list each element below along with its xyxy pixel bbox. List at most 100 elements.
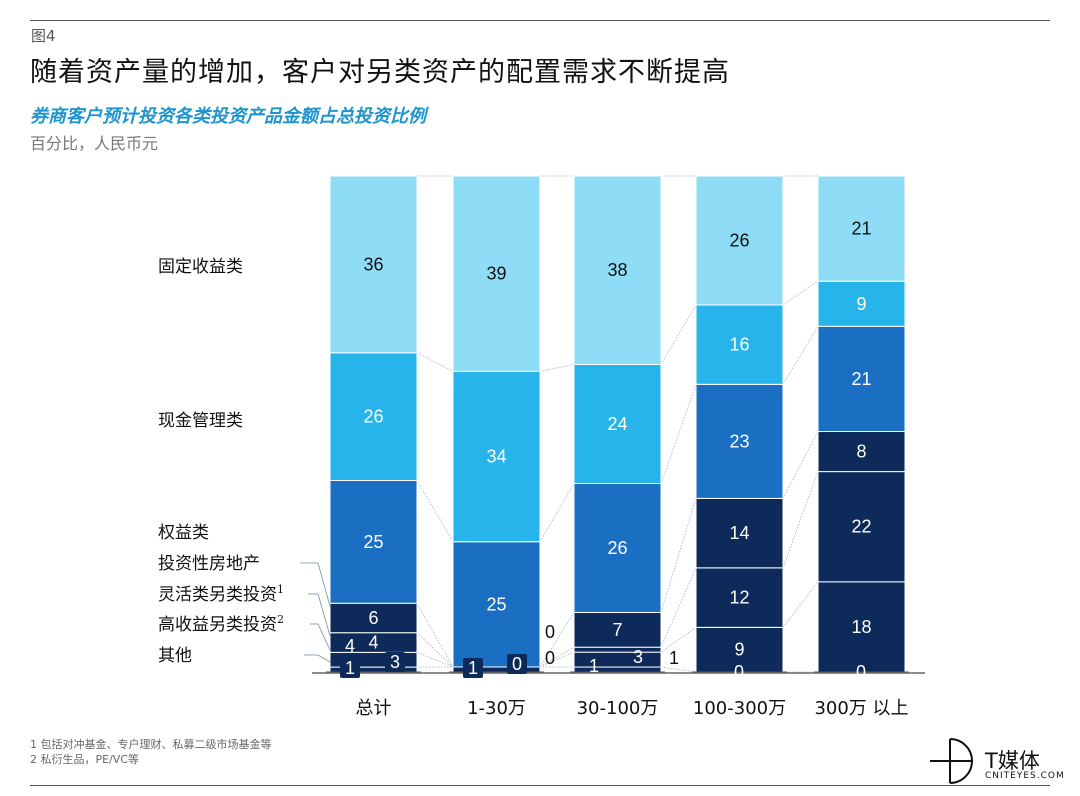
legend-label: 灵活类另类投资1: [158, 583, 284, 605]
connector-line: [660, 498, 697, 613]
bar-segment: [695, 497, 784, 569]
legend-label: 固定收益类: [158, 257, 243, 277]
bar-segment: [452, 370, 541, 543]
category-label: 总计: [356, 698, 392, 719]
bar-segment: [329, 602, 418, 634]
connector-line: [539, 651, 575, 668]
connector-line: [416, 632, 454, 668]
value-label: 4: [345, 636, 355, 656]
logo-subtext: CNITEYES.COM: [985, 771, 1065, 781]
legend-leader: [317, 623, 331, 651]
value-label-box: [463, 658, 483, 678]
category-label: 1-30万: [467, 698, 526, 719]
bar-segment: [329, 175, 418, 354]
category-label: 30-100万: [577, 698, 659, 719]
connector-line: [416, 480, 454, 542]
bar-segment: [695, 567, 784, 628]
bar-segment: [573, 666, 662, 673]
bar-segment: [573, 651, 662, 668]
bar-segment: [817, 280, 906, 327]
bar-segment: [817, 471, 906, 583]
category-label: 300万 以上: [814, 698, 908, 719]
connector-line: [539, 364, 575, 372]
value-label: 26: [607, 538, 627, 558]
legend-label: 权益类: [158, 523, 209, 543]
connector-line: [782, 471, 819, 568]
bar-segment: [452, 541, 541, 668]
footnote-1: 1 包括对冲基金、专户理财、私募二级市场基金等: [30, 738, 272, 751]
unit-label: 百分比，人民币元: [30, 134, 159, 153]
value-label: 34: [486, 447, 506, 467]
connector-line: [416, 603, 454, 668]
connector-line: [660, 384, 697, 484]
bar-segment: [573, 483, 662, 613]
connector-line: [660, 304, 697, 365]
value-label: 21: [851, 369, 871, 389]
value-label: 0: [856, 662, 866, 682]
legend-label: 投资性房地产: [158, 554, 260, 574]
value-label: 8: [856, 442, 866, 462]
value-label: 1: [468, 658, 478, 678]
bar-segment: [573, 646, 662, 653]
value-label: 18: [851, 617, 871, 637]
value-label: 36: [363, 254, 383, 274]
bar-segment: [695, 626, 784, 673]
page-title: 随着资产量的增加，客户对另类资产的配置需求不断提高: [30, 57, 730, 88]
value-label: 9: [856, 294, 866, 314]
connector-line: [782, 280, 819, 306]
legend-leader: [317, 562, 331, 607]
top-rule: [30, 20, 1050, 21]
bar-segment: [573, 363, 662, 485]
bar-segment: [695, 175, 784, 306]
category-label: 100-300万: [693, 698, 786, 719]
bar-segment: [695, 383, 784, 499]
value-label: 7: [612, 620, 622, 640]
legend-label: 高收益另类投资2: [158, 613, 284, 635]
connector-line: [660, 627, 697, 653]
value-label: 25: [486, 594, 506, 614]
figure-label: 图4: [31, 27, 56, 45]
value-label: 25: [363, 532, 383, 552]
legend-leader: [317, 654, 331, 663]
bar-segment: [329, 479, 418, 604]
footnotes: 1 包括对冲基金、专户理财、私募二级市场基金等 2 私衍生品，PE/VC等: [30, 737, 272, 767]
value-label-box: [507, 654, 527, 674]
legend-label: 现金管理类: [158, 411, 243, 431]
bar-segment: [329, 352, 418, 481]
value-label: 39: [486, 264, 506, 284]
value-label: 14: [729, 523, 749, 543]
connector-line: [782, 326, 819, 385]
connector-line: [660, 567, 697, 648]
connector-line: [539, 483, 575, 542]
bar-segment: [817, 431, 906, 473]
connector-line: [416, 651, 454, 668]
value-label-box: [385, 652, 405, 672]
value-label: 23: [729, 431, 749, 451]
value-label: 1: [589, 656, 599, 676]
value-label: 1: [669, 648, 679, 668]
bar-segment: [817, 325, 906, 433]
value-label: 0: [512, 654, 522, 674]
value-label: 0: [734, 662, 744, 682]
logo-text: T媒体: [985, 749, 1040, 773]
value-label: 6: [368, 608, 378, 628]
value-label: 26: [729, 230, 749, 250]
bottom-rule: [30, 785, 1050, 786]
value-label: 3: [390, 652, 400, 672]
value-label: 4: [368, 633, 378, 653]
value-label-box: [340, 658, 360, 678]
value-label: 24: [607, 414, 627, 434]
value-label: 1: [345, 658, 355, 678]
bar-segment: [817, 175, 906, 282]
value-label: 0: [545, 622, 555, 642]
connector-line: [539, 646, 575, 668]
value-label: 12: [729, 588, 749, 608]
value-label: 26: [363, 407, 383, 427]
value-label: 16: [729, 335, 749, 355]
bar-segment: [573, 175, 662, 365]
bar-segment: [695, 304, 784, 385]
legend-leader: [317, 593, 331, 637]
connector-line: [782, 581, 819, 628]
value-label: 0: [545, 648, 555, 668]
